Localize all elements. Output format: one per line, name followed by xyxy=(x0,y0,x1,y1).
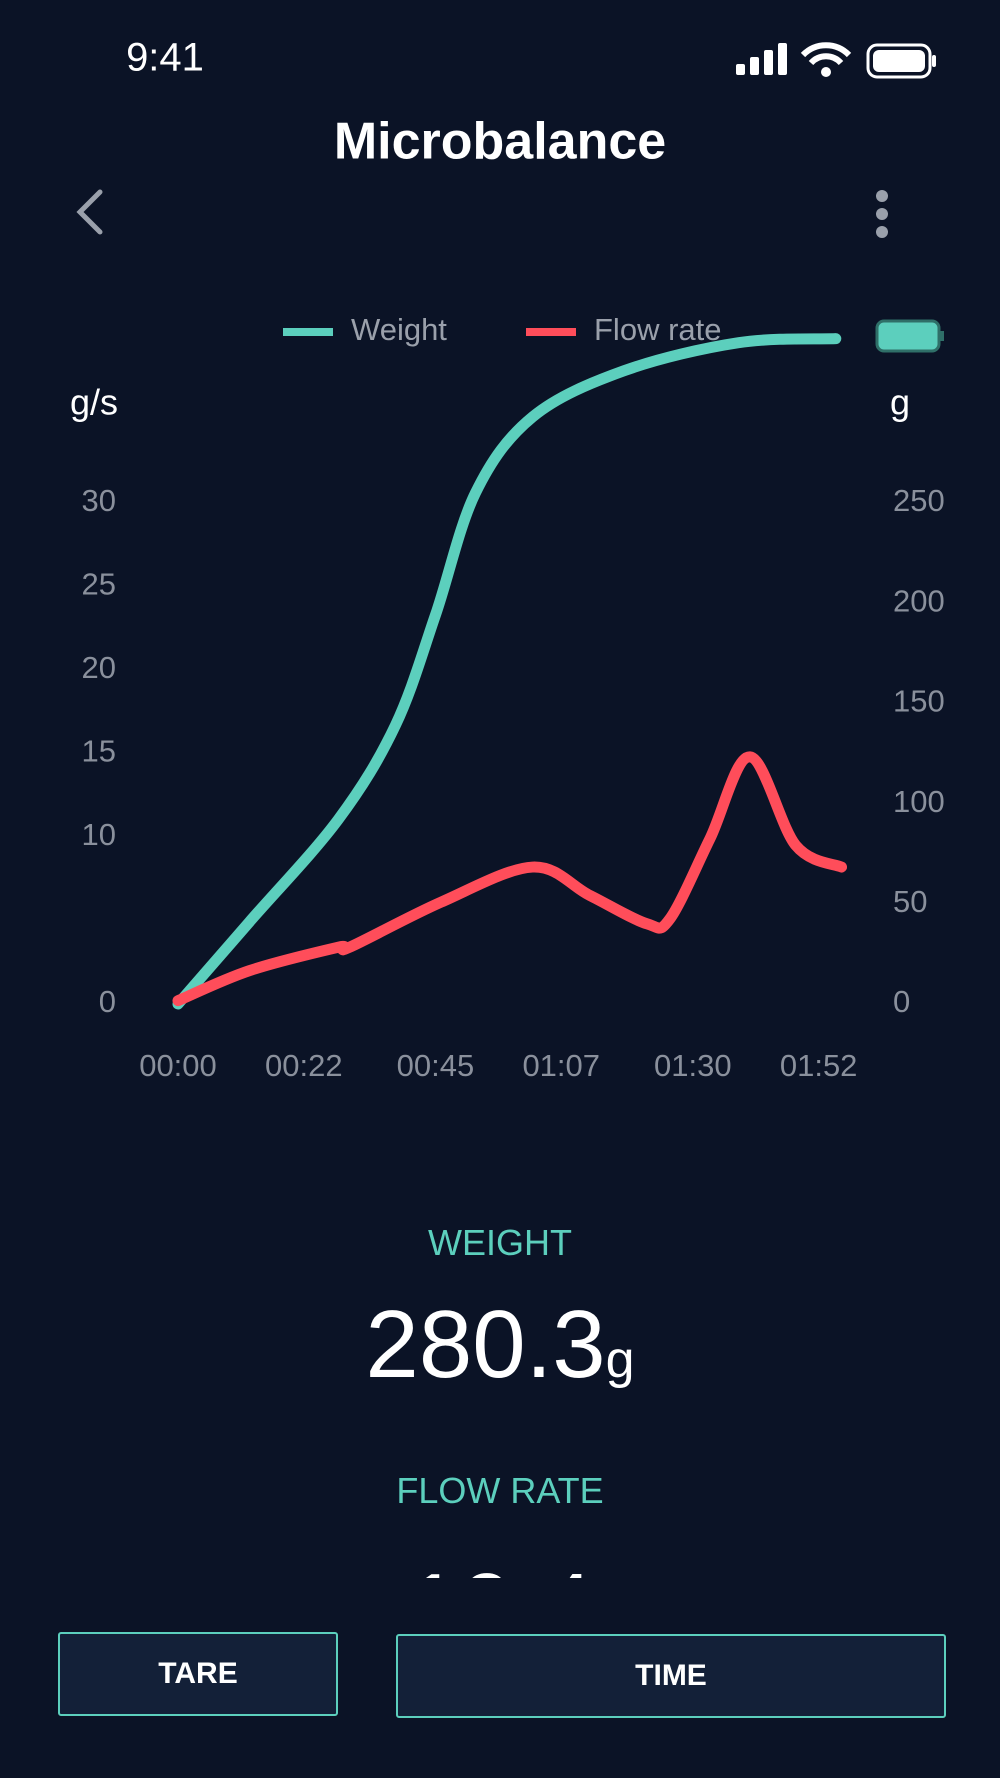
weight-value: 280.3 xyxy=(365,1291,606,1398)
y2-axis-title: g xyxy=(890,382,910,423)
status-icons xyxy=(736,42,936,79)
weight-label: WEIGHT xyxy=(428,1222,572,1263)
series-line xyxy=(172,333,842,1010)
x-tick-label: 00:00 xyxy=(139,1048,217,1083)
y-axis-title: g/s xyxy=(70,382,118,423)
y2-tick-label: 0 xyxy=(893,984,910,1019)
legend-label: Flow rate xyxy=(594,312,721,347)
title: Microbalance xyxy=(334,113,666,171)
y2-tick-label: 200 xyxy=(893,583,945,618)
time-button[interactable]: TIME xyxy=(396,1634,946,1718)
y-tick-label: 0 xyxy=(99,984,116,1019)
y2-tick-label: 50 xyxy=(893,884,927,919)
y2-tick-label: 150 xyxy=(893,684,945,719)
legend-label: Weight xyxy=(351,312,447,347)
y2-tick-label: 250 xyxy=(893,483,945,518)
x-tick-label: 01:07 xyxy=(522,1048,600,1083)
weight-readout: 280.3g xyxy=(0,1290,1000,1400)
x-tick-label: 01:52 xyxy=(780,1048,858,1083)
chart: 9:41 Microbalance g/s g 0 10 15 20 25 30 0 50 10… xyxy=(70,36,945,1084)
flow-label: FLOW RATE xyxy=(396,1470,604,1511)
y-tick-label: 25 xyxy=(82,567,116,602)
status-time: 9:41 xyxy=(126,36,204,80)
battery-indicator xyxy=(875,319,944,353)
tare-button[interactable]: TARE xyxy=(58,1632,338,1716)
x-tick-label: 00:22 xyxy=(265,1048,343,1083)
menu-button[interactable] xyxy=(876,190,888,238)
back-button[interactable] xyxy=(76,189,103,235)
y-tick-label: 15 xyxy=(82,734,116,769)
x-tick-label: 00:45 xyxy=(397,1048,475,1083)
y-tick-label: 20 xyxy=(82,650,116,685)
flow-value: 10.4 xyxy=(0,1560,1000,1578)
flow-clip: 10.4 xyxy=(0,1560,1000,1578)
y-tick-label: 10 xyxy=(82,817,116,852)
series-line xyxy=(172,751,848,1007)
weight-unit: g xyxy=(605,1331,635,1389)
x-tick-label: 01:30 xyxy=(654,1048,732,1083)
y-tick-label: 30 xyxy=(82,483,116,518)
y2-tick-label: 100 xyxy=(893,784,945,819)
